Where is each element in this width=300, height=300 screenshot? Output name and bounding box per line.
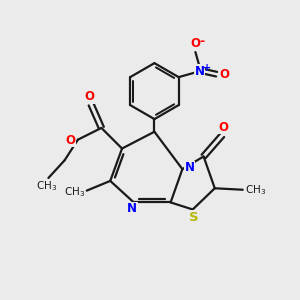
Text: O: O <box>190 38 200 50</box>
Text: O: O <box>85 90 94 103</box>
Text: CH$_3$: CH$_3$ <box>244 183 266 197</box>
Text: N: N <box>195 65 205 78</box>
Text: O: O <box>65 134 75 147</box>
Text: N: N <box>127 202 137 215</box>
Text: N: N <box>185 161 195 174</box>
Text: S: S <box>189 211 199 224</box>
Text: CH$_3$: CH$_3$ <box>64 185 85 199</box>
Text: O: O <box>219 121 229 134</box>
Text: -: - <box>199 35 205 48</box>
Text: O: O <box>220 68 230 81</box>
Text: +: + <box>203 63 211 73</box>
Text: CH$_3$: CH$_3$ <box>36 179 58 193</box>
